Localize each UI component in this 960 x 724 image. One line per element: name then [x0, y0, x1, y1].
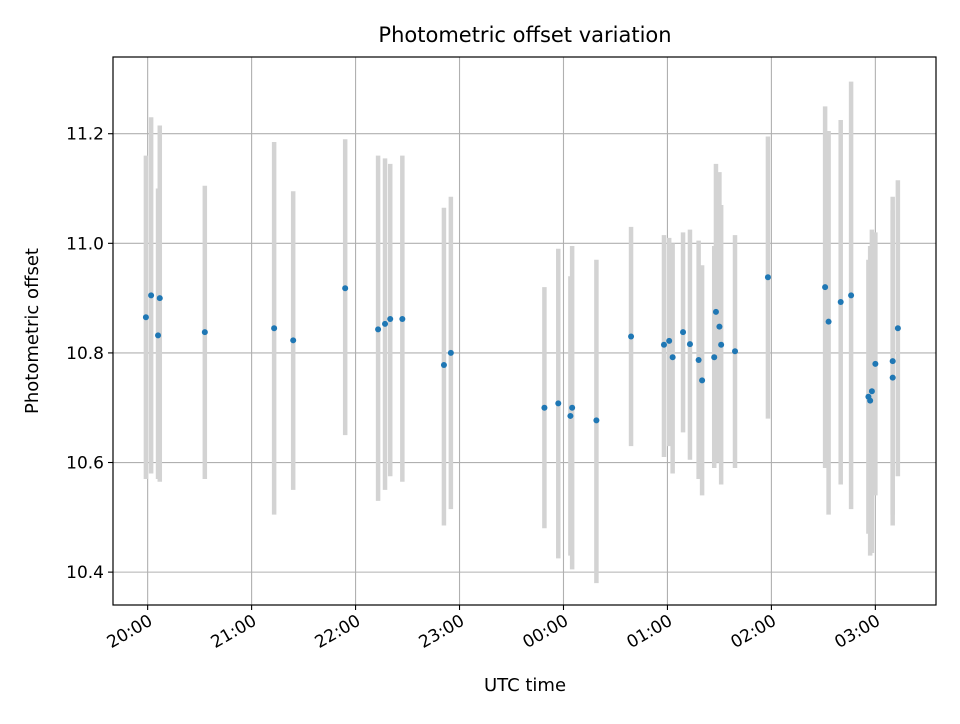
y-tick-label: 10.4	[66, 563, 104, 583]
data-point	[889, 358, 896, 365]
data-point	[342, 285, 349, 292]
y-axis-label: Photometric offset	[22, 248, 43, 414]
data-point	[867, 397, 874, 404]
data-point	[764, 274, 771, 281]
grid	[113, 57, 936, 605]
data-point	[894, 325, 901, 332]
x-axis-label: UTC time	[484, 675, 566, 696]
data-point	[695, 357, 702, 364]
data-point	[155, 332, 162, 339]
data-point	[387, 315, 394, 322]
y-tick-label: 10.8	[66, 344, 104, 364]
data-point	[569, 404, 576, 411]
y-tick-label: 11.0	[66, 234, 104, 254]
data-point	[271, 325, 278, 332]
data-point	[837, 298, 844, 305]
data-point	[686, 341, 693, 348]
data-point	[555, 400, 562, 407]
data-point	[666, 337, 673, 344]
data-point	[156, 295, 163, 302]
data-point	[889, 374, 896, 381]
data-point	[660, 341, 667, 348]
data-point	[712, 308, 719, 315]
y-tick-label: 11.2	[66, 125, 104, 145]
data-point	[447, 349, 454, 356]
data-point	[375, 326, 382, 333]
data-point	[716, 323, 723, 330]
data-point	[699, 377, 706, 384]
data-point	[822, 284, 829, 291]
data-points	[142, 274, 901, 424]
y-axis-ticks: 10.4 10.6 10.8 11.0 11.2	[66, 125, 113, 583]
data-point	[868, 388, 875, 395]
data-point	[567, 412, 574, 419]
data-point	[669, 354, 676, 361]
data-point	[382, 320, 389, 327]
data-point	[399, 315, 406, 322]
y-tick-label: 10.6	[66, 454, 104, 474]
data-point	[711, 354, 718, 361]
data-point	[825, 318, 832, 325]
data-point	[440, 361, 447, 368]
chart-title: Photometric offset variation	[378, 23, 671, 47]
data-point	[201, 329, 208, 336]
data-point	[593, 417, 600, 424]
data-point	[148, 292, 155, 299]
data-point	[628, 333, 635, 340]
data-point	[718, 341, 725, 348]
data-point	[541, 404, 548, 411]
data-point	[848, 292, 855, 299]
data-point	[732, 348, 739, 355]
plot-frame	[112, 56, 937, 606]
data-point	[872, 360, 879, 367]
data-point	[290, 337, 297, 344]
data-point	[680, 329, 687, 336]
data-point	[142, 314, 149, 321]
